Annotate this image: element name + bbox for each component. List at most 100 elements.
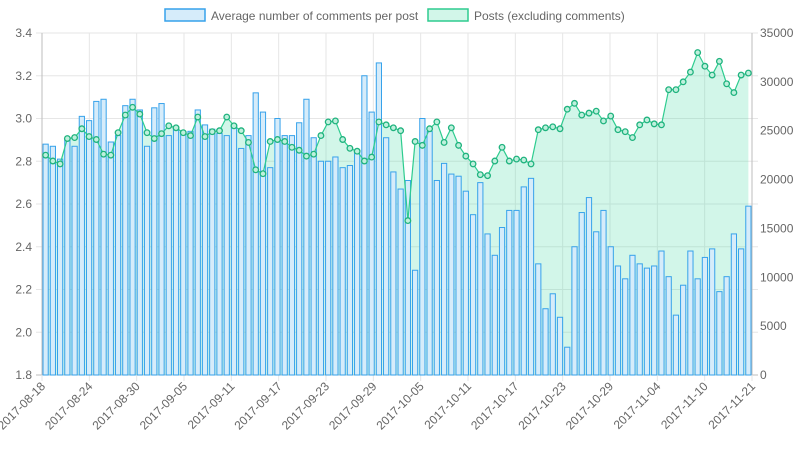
posts-point[interactable]	[158, 130, 165, 138]
comments-bar[interactable]	[100, 98, 107, 376]
posts-point[interactable]	[71, 134, 79, 142]
comments-bar[interactable]	[303, 98, 310, 376]
posts-point[interactable]	[621, 128, 629, 136]
posts-point[interactable]	[208, 128, 216, 136]
posts-point[interactable]	[527, 160, 535, 168]
posts-point[interactable]	[245, 138, 252, 146]
comments-bar[interactable]	[723, 276, 730, 376]
posts-point[interactable]	[346, 144, 354, 152]
comments-bar[interactable]	[462, 190, 469, 376]
comments-bar[interactable]	[267, 167, 274, 376]
comments-bar[interactable]	[498, 227, 506, 376]
posts-point[interactable]	[708, 71, 716, 79]
comments-bar[interactable]	[520, 186, 527, 376]
comments-bar[interactable]	[71, 145, 78, 376]
comments-bar[interactable]	[390, 171, 397, 376]
comments-bar[interactable]	[383, 137, 390, 376]
posts-point[interactable]	[121, 111, 129, 119]
comments-bar[interactable]	[730, 233, 737, 376]
comments-bar[interactable]	[578, 212, 585, 376]
posts-point[interactable]	[556, 125, 564, 133]
posts-point[interactable]	[686, 68, 694, 76]
comments-bar[interactable]	[585, 197, 593, 376]
comments-bar[interactable]	[426, 130, 433, 376]
posts-point[interactable]	[694, 49, 702, 56]
posts-point[interactable]	[85, 133, 93, 141]
posts-point[interactable]	[418, 141, 426, 149]
posts-point[interactable]	[187, 132, 194, 140]
comments-bar[interactable]	[136, 109, 143, 376]
comments-bar[interactable]	[129, 98, 136, 376]
posts-point[interactable]	[433, 118, 441, 126]
comments-bar[interactable]	[49, 145, 56, 376]
comments-bar[interactable]	[564, 346, 571, 376]
comments-bar[interactable]	[375, 62, 382, 376]
comments-bar[interactable]	[259, 111, 267, 376]
posts-point[interactable]	[498, 143, 506, 151]
comments-bar[interactable]	[636, 263, 643, 376]
posts-point[interactable]	[331, 117, 339, 125]
comments-bar[interactable]	[448, 173, 455, 376]
posts-point[interactable]	[143, 129, 151, 137]
posts-point[interactable]	[578, 111, 586, 119]
comments-bar[interactable]	[361, 75, 368, 376]
posts-point[interactable]	[274, 136, 281, 143]
posts-point[interactable]	[266, 138, 274, 145]
comments-bar[interactable]	[201, 124, 209, 376]
posts-point[interactable]	[230, 122, 238, 130]
posts-point[interactable]	[368, 153, 376, 161]
comments-bar[interactable]	[477, 182, 484, 376]
comments-bar[interactable]	[701, 256, 709, 376]
posts-point[interactable]	[505, 157, 513, 165]
comments-bar[interactable]	[672, 314, 680, 376]
posts-point[interactable]	[42, 151, 50, 159]
comments-bar[interactable]	[440, 162, 448, 376]
comments-bar[interactable]	[491, 254, 498, 376]
posts-point[interactable]	[114, 129, 122, 137]
posts-point[interactable]	[469, 160, 477, 168]
comments-bar[interactable]	[549, 293, 556, 376]
comments-bar[interactable]	[216, 132, 223, 376]
posts-point[interactable]	[440, 138, 448, 146]
comments-bar[interactable]	[527, 177, 535, 376]
comments-bar[interactable]	[310, 137, 317, 376]
posts-point[interactable]	[317, 132, 325, 140]
comments-bar[interactable]	[180, 132, 187, 376]
comments-bar[interactable]	[245, 135, 252, 376]
comments-bar[interactable]	[469, 214, 477, 376]
posts-point[interactable]	[404, 217, 412, 225]
comments-bar[interactable]	[433, 179, 440, 376]
comments-bar[interactable]	[230, 124, 238, 376]
comments-bar[interactable]	[151, 107, 158, 376]
posts-point[interactable]	[107, 151, 115, 159]
comments-bar[interactable]	[622, 278, 629, 376]
posts-point[interactable]	[650, 120, 658, 128]
comments-bar[interactable]	[694, 278, 701, 376]
comments-bar[interactable]	[252, 92, 259, 376]
posts-point[interactable]	[476, 171, 484, 179]
posts-point[interactable]	[484, 172, 492, 180]
comments-bar[interactable]	[194, 109, 201, 376]
comments-bar[interactable]	[643, 267, 651, 376]
legend-swatch-bars[interactable]	[164, 8, 206, 22]
posts-point[interactable]	[165, 122, 173, 130]
comments-bar[interactable]	[368, 111, 375, 376]
posts-point[interactable]	[223, 113, 231, 121]
comments-bar[interactable]	[238, 147, 245, 376]
posts-point[interactable]	[100, 150, 108, 158]
comments-bar[interactable]	[339, 167, 346, 376]
comments-bar[interactable]	[274, 118, 281, 376]
posts-point[interactable]	[520, 156, 528, 164]
posts-point[interactable]	[295, 146, 303, 154]
comments-bar[interactable]	[571, 246, 578, 376]
comments-bar[interactable]	[107, 141, 114, 376]
posts-point[interactable]	[339, 136, 347, 143]
comments-bar[interactable]	[165, 135, 172, 376]
comments-bar[interactable]	[404, 179, 411, 376]
posts-point[interactable]	[237, 127, 245, 135]
posts-point[interactable]	[513, 155, 520, 163]
comments-bar[interactable]	[346, 165, 354, 376]
comments-bar[interactable]	[172, 126, 180, 376]
comments-bar[interactable]	[158, 103, 165, 376]
comments-bar[interactable]	[317, 160, 325, 376]
